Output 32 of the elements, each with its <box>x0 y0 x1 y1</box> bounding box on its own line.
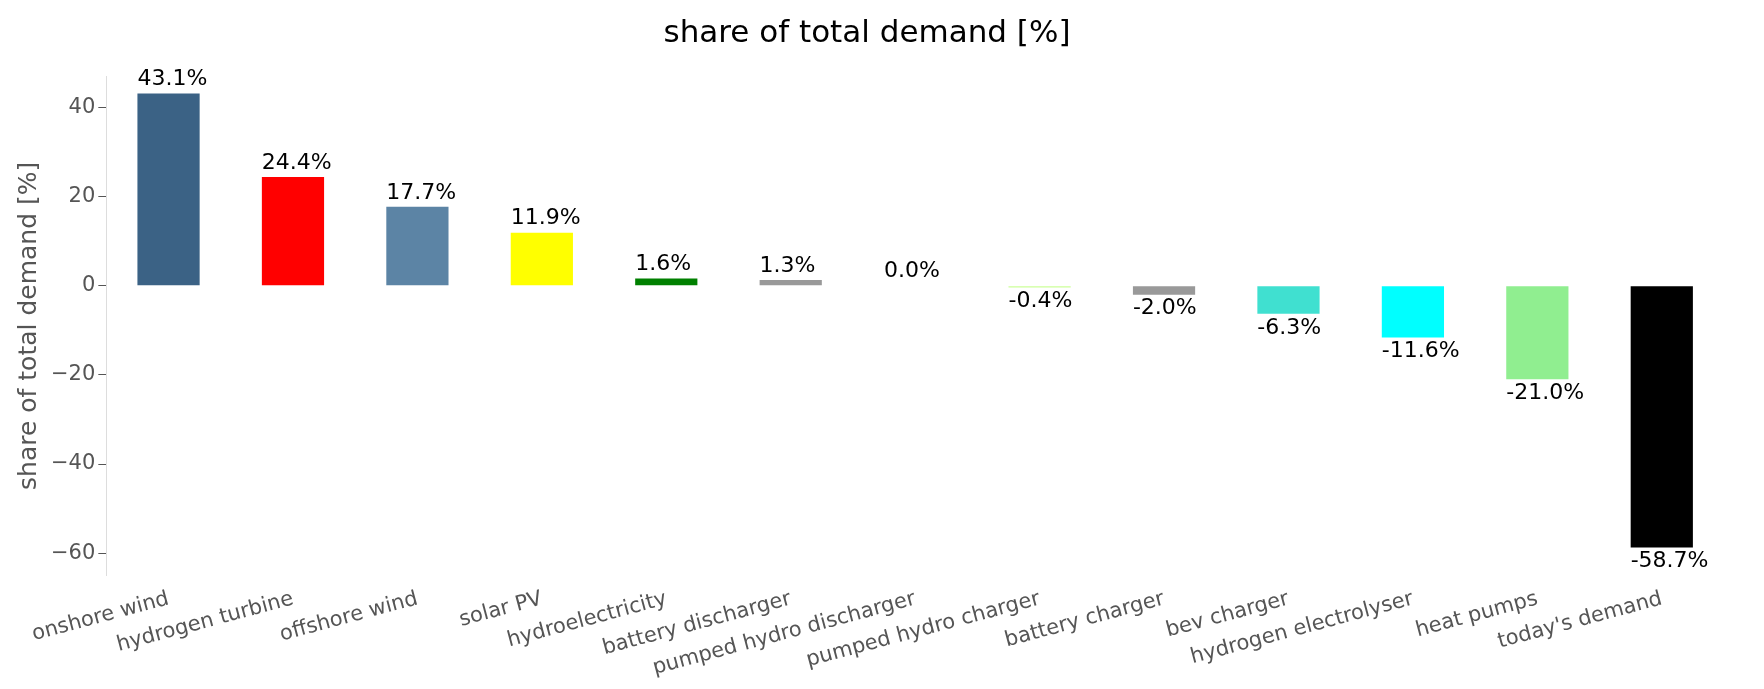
bar <box>510 232 573 286</box>
bar <box>1257 286 1320 314</box>
bar <box>1630 286 1693 548</box>
y-axis-title: share of total demand [%] <box>12 161 42 490</box>
data-label: 24.4% <box>261 148 332 174</box>
data-label: -58.7% <box>1630 547 1709 573</box>
data-label: -11.6% <box>1381 337 1460 363</box>
y-tick-label: 0 <box>81 272 96 297</box>
y-tick-label: −40 <box>50 450 96 475</box>
data-label: 43.1% <box>137 65 208 91</box>
chart-title: share of total demand [%] <box>663 12 1071 49</box>
bar <box>759 279 822 286</box>
y-tick-label: 20 <box>68 183 96 208</box>
y-tick-label: 40 <box>68 93 96 118</box>
data-label: 11.9% <box>510 204 581 230</box>
data-label: 1.6% <box>635 250 692 276</box>
bar <box>1506 286 1569 380</box>
bar <box>261 176 325 286</box>
data-label: -21.0% <box>1506 379 1585 405</box>
data-label: 17.7% <box>386 178 457 204</box>
y-tick-label: −20 <box>50 361 96 386</box>
bar <box>635 278 698 286</box>
bar <box>1132 286 1196 295</box>
bar <box>137 93 200 286</box>
bar <box>386 206 449 286</box>
data-label: -0.4% <box>1008 287 1073 313</box>
data-label: 1.3% <box>759 251 816 277</box>
data-label: 0.0% <box>884 257 940 283</box>
bar <box>1381 286 1445 338</box>
data-label: -6.3% <box>1257 313 1322 339</box>
y-tick-label: −60 <box>50 539 96 564</box>
data-label: -2.0% <box>1132 294 1197 320</box>
